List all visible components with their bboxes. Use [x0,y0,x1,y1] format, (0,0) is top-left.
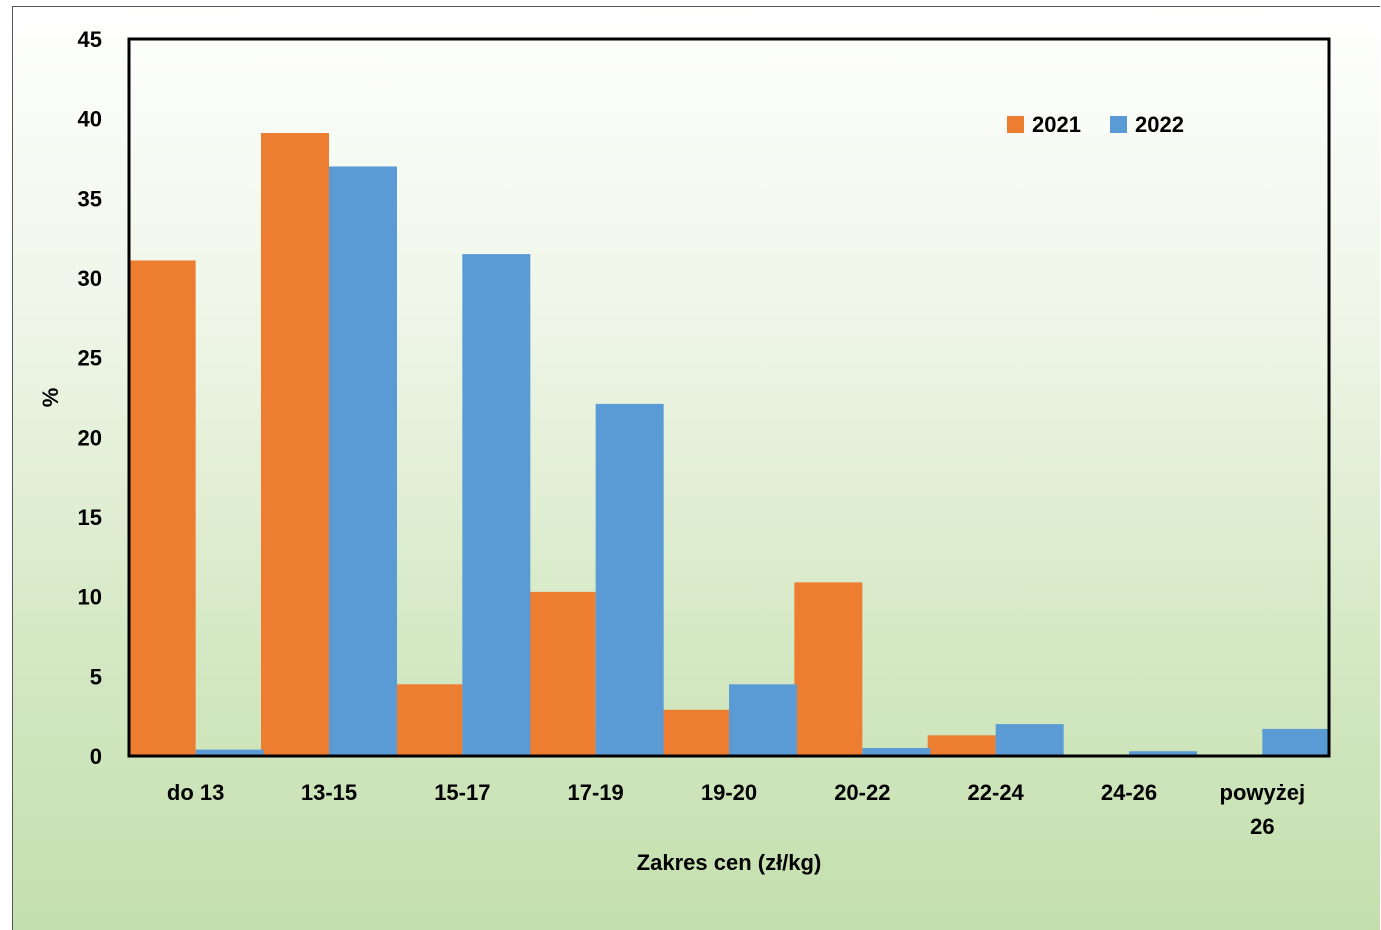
legend-swatch-2021 [1007,116,1024,133]
y-tick-label: 5 [90,664,102,689]
x-tick-label: powyżej 26 [1220,780,1306,839]
bar-2021-15-17 [394,684,463,756]
bar-2022-19-20 [729,684,797,756]
x-tick-label: 13-15 [301,780,357,805]
y-tick-label: 10 [78,585,102,610]
y-tick-label: 45 [78,27,102,52]
plot-area-border [127,37,1331,758]
x-tick-label: 24-26 [1101,780,1157,805]
bar-2022-24-26 [1129,751,1197,756]
y-tick-label: 20 [78,425,102,450]
chart-background [12,6,1380,930]
x-tick-label: 17-19 [568,780,624,805]
legend-swatch-2022 [1110,116,1127,133]
legend: 2021 2022 [1007,112,1184,137]
legend-label-2021: 2021 [1032,112,1081,137]
y-axis-ticks: 0 5 10 15 20 25 30 35 40 45 [78,27,102,769]
legend-label-2022: 2022 [1135,112,1184,137]
bar-2021-do-13 [127,260,196,756]
bar-2021-19-20 [661,709,729,756]
y-axis-title: % [38,388,63,408]
bar-2022-15-17 [462,254,531,756]
bars-layer [127,133,1331,757]
bar-2022-do-13 [195,749,264,756]
x-tick-label: do 13 [167,780,224,805]
bar-2022-22-24 [995,724,1064,756]
y-tick-label: 0 [90,744,102,769]
x-tick-label: 19-20 [701,780,757,805]
bar-2021-13-15 [261,133,329,756]
bar-2021-20-22 [794,582,863,756]
x-tick-label: 15-17 [434,780,490,805]
bar-2022-powyżej-26 [1262,728,1331,756]
x-axis-title: Zakres cen (zł/kg) [637,850,822,875]
y-tick-label: 40 [78,107,102,132]
bar-2022-13-15 [329,166,397,757]
y-tick-label: 25 [78,346,102,371]
y-tick-label: 35 [78,186,102,211]
y-tick-label: 15 [78,505,102,530]
x-axis-ticks: do 13 13-15 15-17 17-19 19-20 20-22 22-24 24-26… [167,780,1305,839]
bar-2021-22-24 [927,735,996,756]
x-tick-label: 22-24 [968,780,1025,805]
y-tick-label: 30 [78,266,102,291]
bar-2022-20-22 [862,748,931,756]
bar-2021-17-19 [527,591,596,756]
bar-2022-17-19 [595,403,664,756]
x-tick-label: 20-22 [834,780,890,805]
